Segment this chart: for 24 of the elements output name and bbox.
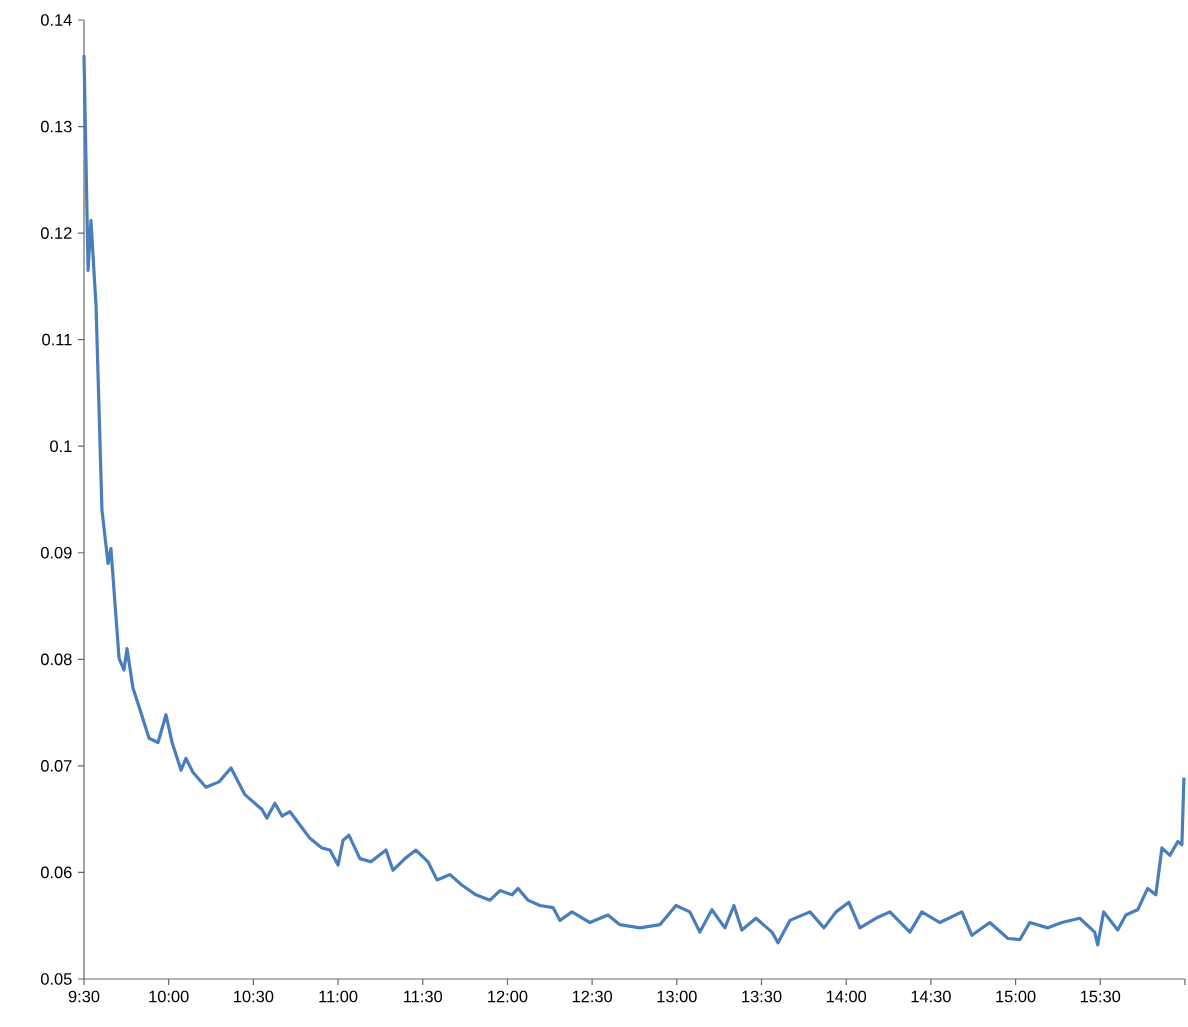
x-tick-label: 12:30 — [572, 990, 613, 1003]
x-tick-label: 13:00 — [657, 990, 697, 1003]
y-tick-label: 0.12 — [40, 227, 72, 239]
y-tick-label: 0.1 — [50, 440, 72, 453]
x-tick-label: 14:00 — [826, 990, 867, 1003]
y-tick-label: 0.09 — [40, 546, 72, 559]
x-tick-label: 15:00 — [996, 990, 1036, 1003]
y-tick-label: 0.13 — [40, 120, 72, 133]
x-tick-label: 10:00 — [149, 990, 189, 1003]
y-tick-label: 0.14 — [40, 14, 72, 26]
y-tick-label: 0.11 — [42, 333, 72, 346]
x-tick-label: 15:30 — [1080, 990, 1121, 1003]
x-tick-label: 13:30 — [742, 990, 782, 1003]
y-tick-label: 0.05 — [40, 973, 72, 985]
line-series — [82, 53, 1186, 947]
y-tick-label: 0.06 — [40, 866, 72, 879]
x-tick-label: 11:00 — [319, 990, 358, 1003]
y-tick-label: 0.07 — [40, 760, 72, 772]
x-tick-label: 9:30 — [68, 990, 100, 1003]
y-tick-label: 0.08 — [40, 653, 72, 666]
x-tick-label: 14:30 — [911, 990, 951, 1003]
x-tick-label: 10:30 — [234, 990, 274, 1003]
x-tick-label: 11:30 — [404, 990, 443, 1003]
x-tick-label: 12:00 — [488, 990, 528, 1003]
